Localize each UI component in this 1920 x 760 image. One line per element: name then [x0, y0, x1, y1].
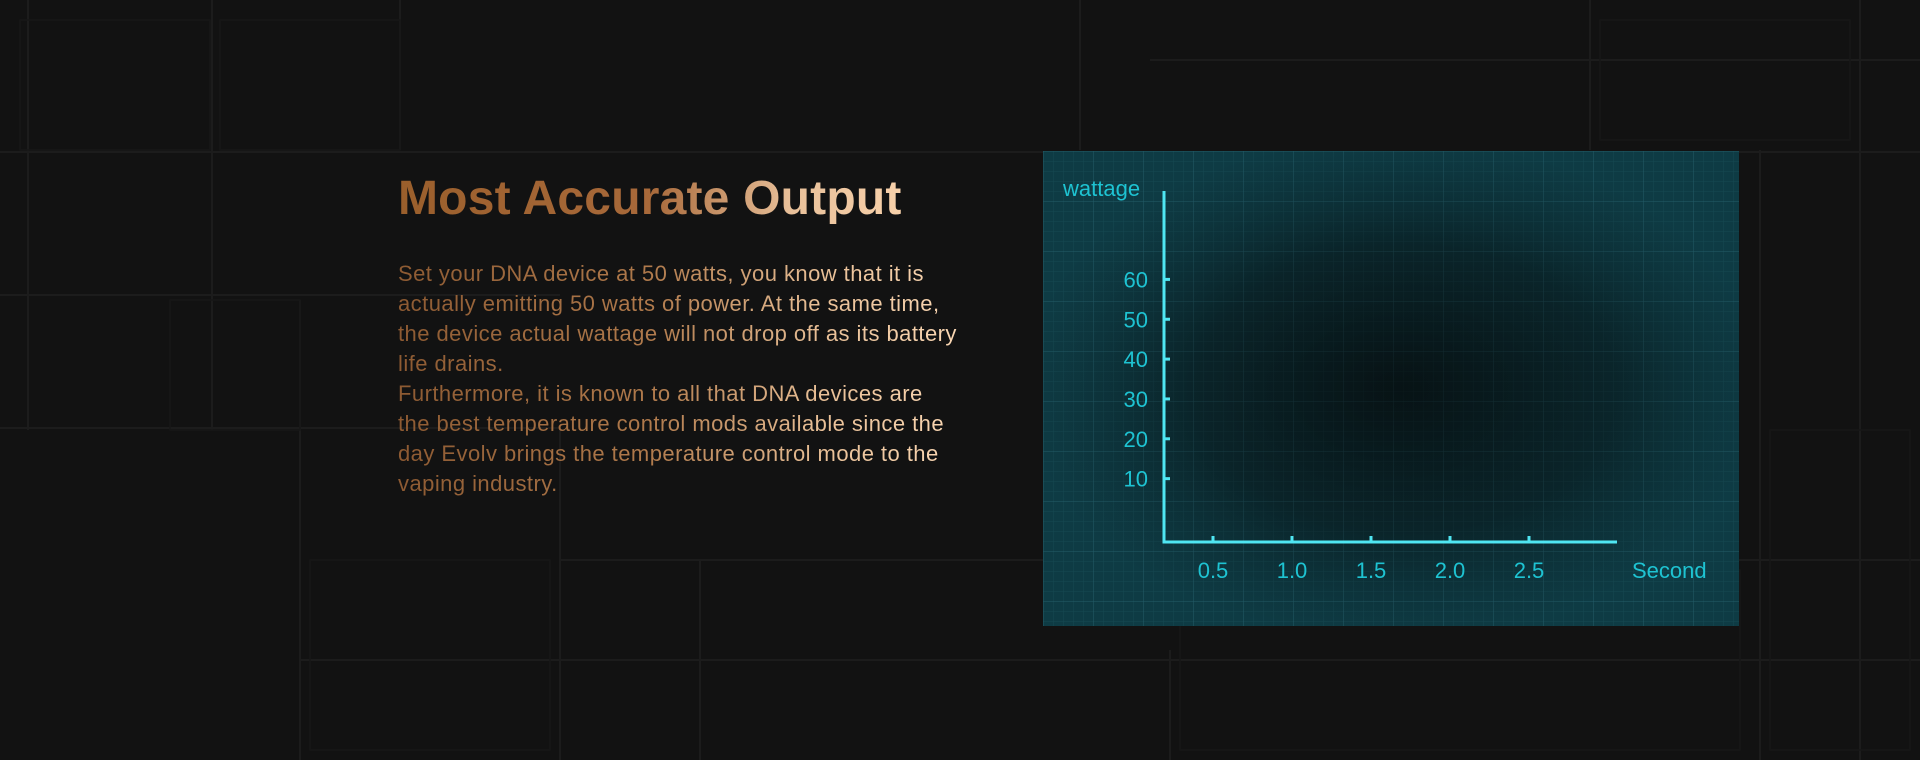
x-axis-label: Second	[1632, 558, 1707, 583]
description-paragraph-2: Furthermore, it is known to all that DNA…	[398, 381, 945, 496]
feature-copy: Most Accurate Output Set your DNA device…	[398, 170, 960, 499]
wattage-chart: 10 20 30 40 50 60 0.5 1.0 1.5 2.0 2.5 wattage Seco…	[1043, 151, 1739, 626]
y-tick-label: 30	[1124, 387, 1148, 412]
x-tick-label: 1.5	[1356, 558, 1387, 583]
x-tick-label: 0.5	[1198, 558, 1229, 583]
chart-shading	[1043, 151, 1739, 626]
y-tick-label: 10	[1124, 467, 1148, 492]
y-tick-label: 40	[1124, 347, 1148, 372]
y-tick-label: 60	[1124, 267, 1148, 292]
description-paragraph-1: Set your DNA device at 50 watts, you kno…	[398, 261, 957, 376]
y-tick-label: 20	[1124, 427, 1148, 452]
chart-canvas: 10 20 30 40 50 60 0.5 1.0 1.5 2.0 2.5 wattage Seco…	[1043, 151, 1739, 626]
section-description: Set your DNA device at 50 watts, you kno…	[398, 259, 960, 499]
x-tick-label: 2.0	[1435, 558, 1466, 583]
y-tick-label: 50	[1124, 307, 1148, 332]
x-tick-label: 1.0	[1277, 558, 1308, 583]
y-axis-label: wattage	[1062, 176, 1140, 201]
section-title: Most Accurate Output	[398, 170, 960, 228]
x-tick-label: 2.5	[1514, 558, 1545, 583]
